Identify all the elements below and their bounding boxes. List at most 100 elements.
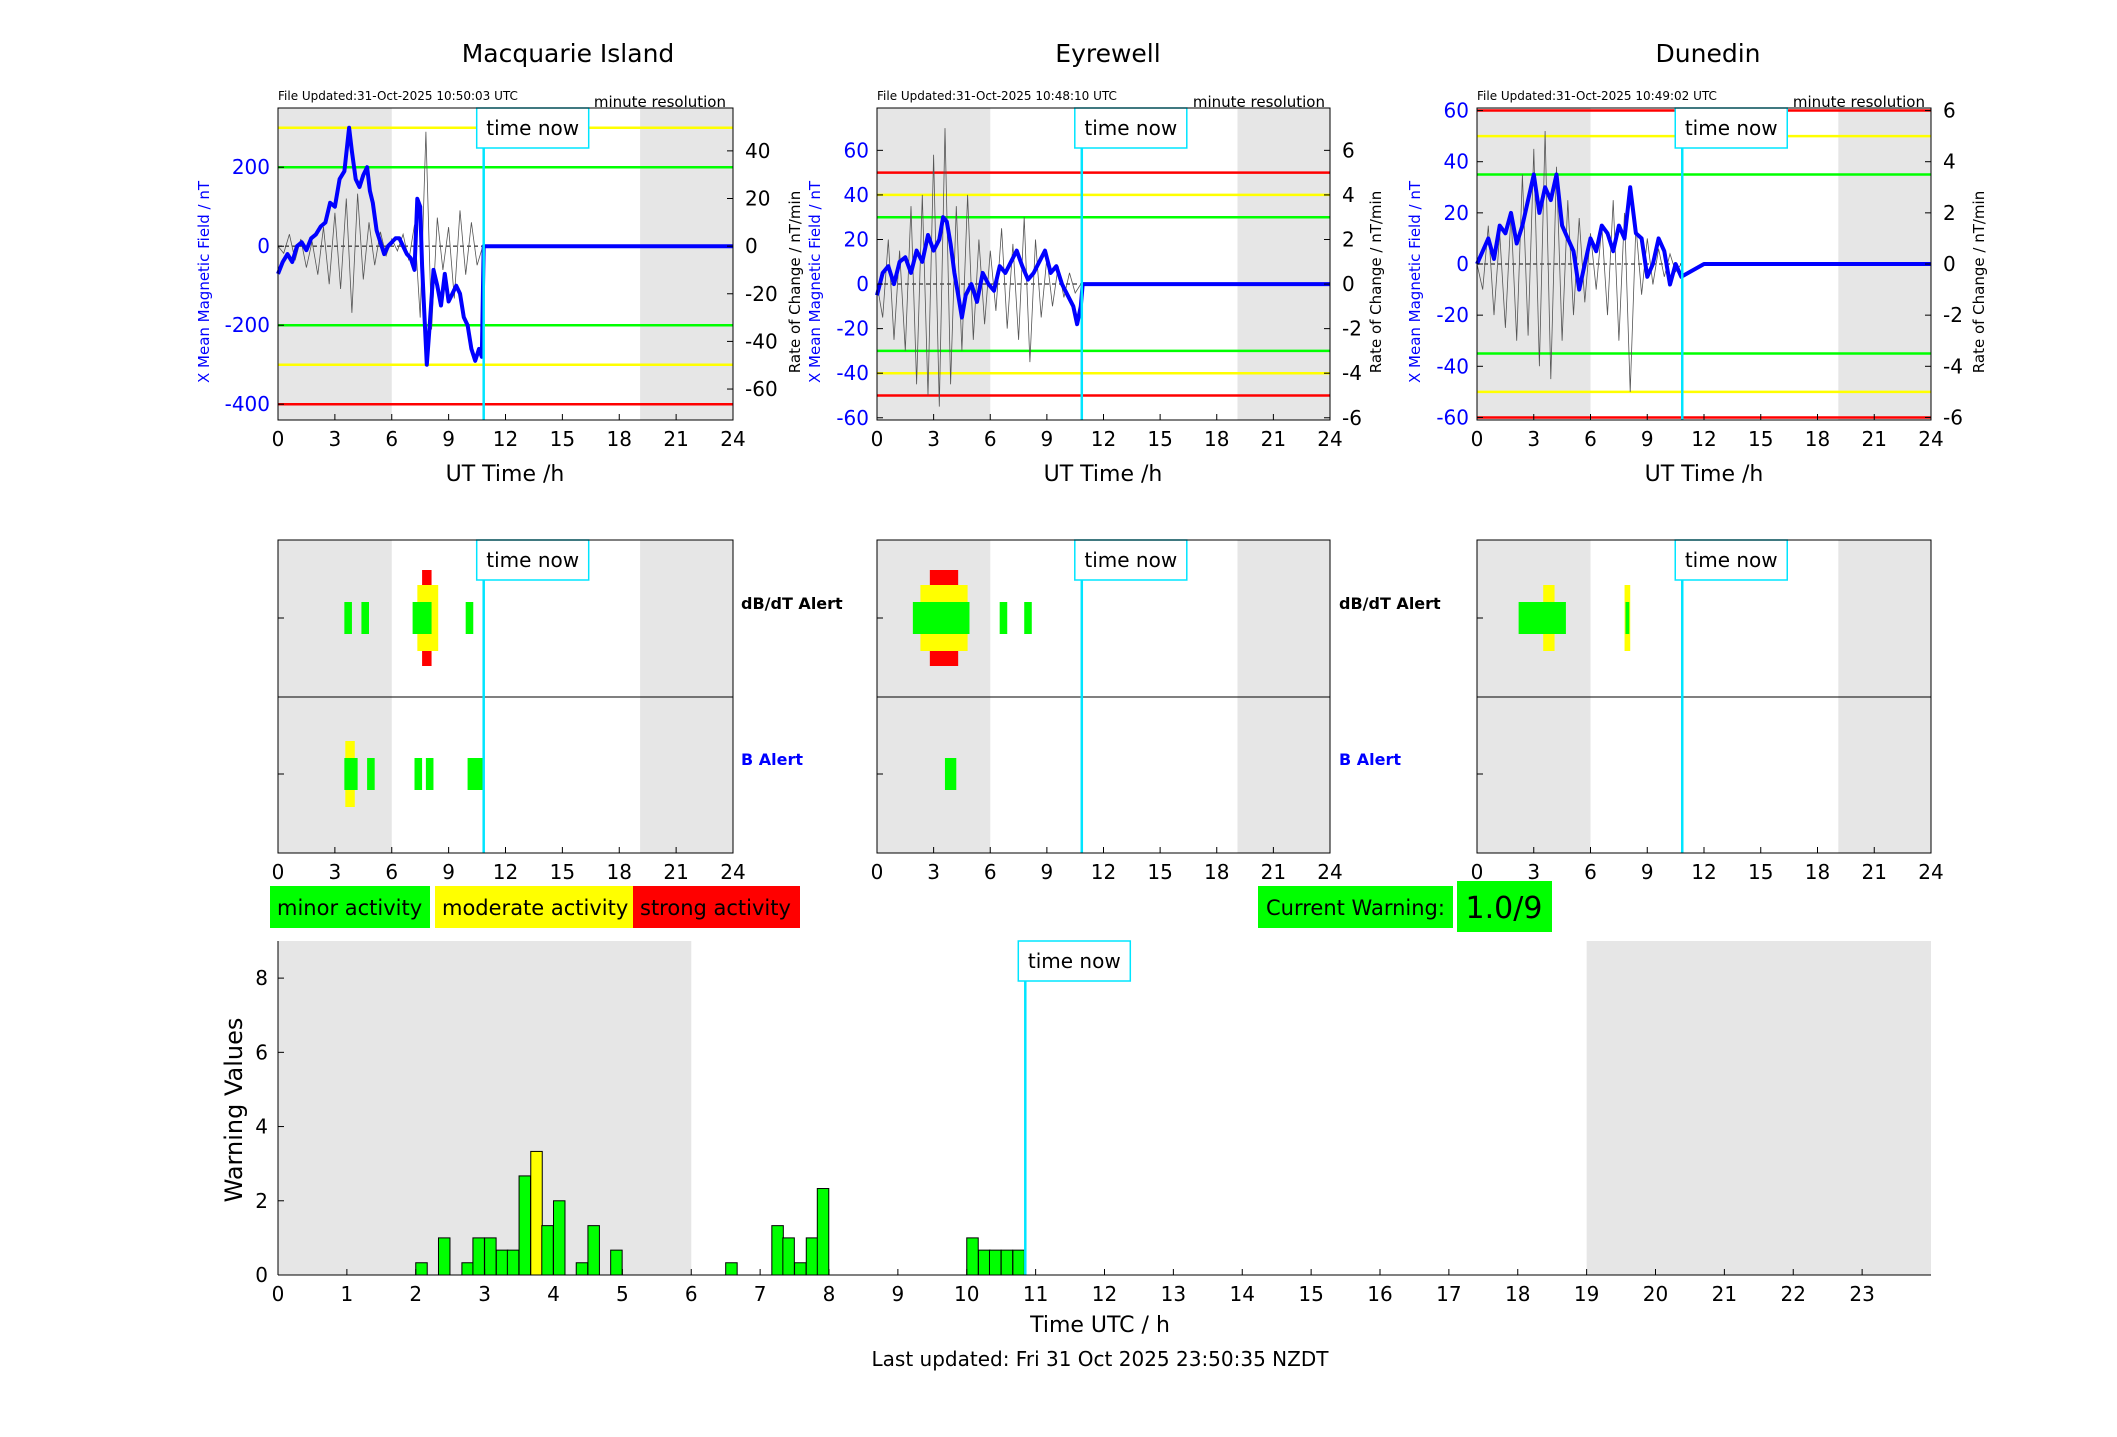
time-now-box <box>1074 539 1188 581</box>
y-axis-label-right: Rate of Change / nT/min <box>1970 191 1988 373</box>
time-now-label: time now <box>1084 548 1177 572</box>
y-tick-label-right: 6 <box>1943 99 1956 123</box>
warning-bar <box>587 1225 600 1276</box>
legend-moderate-swatch <box>435 886 633 928</box>
x-tick-label: 18 <box>607 860 632 884</box>
warning-bar <box>805 1237 819 1276</box>
y-tick-label-left: 40 <box>844 183 869 207</box>
x-tick-label: 21 <box>1862 427 1887 451</box>
x-tick-label: 0 <box>272 860 285 884</box>
time-now-box <box>475 107 590 149</box>
alert-bar-minor <box>425 758 434 790</box>
y-tick-label-left: -40 <box>836 361 869 385</box>
alert-bar-minor <box>367 758 375 790</box>
x-tick-label: 9 <box>1041 427 1054 451</box>
y-tick-label-right: -4 <box>1943 354 1963 378</box>
y-tick-label: 6 <box>255 1040 268 1064</box>
x-tick-label: 12 <box>1691 427 1716 451</box>
y-tick-label-left: -60 <box>1436 405 1469 429</box>
warning-bar <box>518 1175 532 1276</box>
x-tick-label: 9 <box>1641 860 1654 884</box>
y-tick-label-right: -4 <box>1342 361 1362 385</box>
y-tick-label: 4 <box>255 1115 268 1139</box>
y-axis-label-left: X Mean Magnetic Field / nT <box>806 180 824 383</box>
warning-bar <box>771 1225 784 1276</box>
legend-minor-swatch <box>270 886 430 928</box>
resolution-text: minute resolution <box>1193 93 1325 111</box>
x-tick-label: 22 <box>1781 1282 1806 1306</box>
x-tick-label: 3 <box>329 860 342 884</box>
y-axis-label-right: Rate of Change / nT/min <box>1367 191 1385 373</box>
y-tick-label-right: -2 <box>1342 317 1362 341</box>
warning-bar <box>977 1249 991 1276</box>
x-tick-label: 6 <box>984 427 997 451</box>
x-tick-label: 4 <box>547 1282 560 1306</box>
station-title: Macquarie Island <box>462 39 675 68</box>
warning-bar <box>461 1262 474 1276</box>
x-field-trace <box>1475 172 1931 292</box>
warning-bar <box>415 1262 428 1276</box>
y-axis-label-left: X Mean Magnetic Field / nT <box>195 180 213 383</box>
y-tick-label-right: -20 <box>745 282 778 306</box>
night-shading <box>1586 941 1931 1275</box>
y-tick-label-right: 6 <box>1342 138 1355 162</box>
time-now-label: time now <box>486 116 579 140</box>
resolution-text: minute resolution <box>594 93 726 111</box>
y-tick-label: 8 <box>255 966 268 990</box>
x-field-trace <box>875 215 1330 327</box>
x-tick-label: 7 <box>754 1282 767 1306</box>
warning-bar <box>541 1225 554 1276</box>
warning-bar <box>472 1237 485 1276</box>
y-tick-label-left: 0 <box>856 272 869 296</box>
station-title: Eyrewell <box>1055 39 1160 68</box>
y-tick-label-left: 20 <box>1444 201 1469 225</box>
x-tick-label: 6 <box>1584 427 1597 451</box>
x-tick-label: 15 <box>1147 860 1172 884</box>
y-tick-label-right: -60 <box>745 377 778 401</box>
x-tick-label: 18 <box>1204 427 1229 451</box>
x-tick-label: 12 <box>1091 427 1116 451</box>
x-tick-label: 1 <box>341 1282 354 1306</box>
last-updated-text: Last updated: Fri 31 Oct 2025 23:50:35 N… <box>872 1347 1330 1371</box>
x-tick-label: 16 <box>1367 1282 1392 1306</box>
dbdt-alert-label: dB/dT Alert <box>741 594 843 613</box>
y-tick-label-left: 60 <box>1444 99 1469 123</box>
x-tick-label: 3 <box>927 427 940 451</box>
x-tick-label: 15 <box>550 427 575 451</box>
x-tick-label: 12 <box>493 427 518 451</box>
y-tick-label-left: -60 <box>836 406 869 430</box>
alert-bar-minor <box>1024 602 1032 634</box>
warning-bar <box>816 1188 830 1276</box>
y-tick-label-right: -6 <box>1943 405 1963 429</box>
file-updated-text: File Updated:31-Oct-2025 10:50:03 UTC <box>278 89 518 103</box>
time-now-box <box>1674 539 1788 581</box>
x-tick-label: 21 <box>1261 860 1286 884</box>
x-tick-label: 20 <box>1643 1282 1668 1306</box>
x-field-trace <box>276 125 733 367</box>
alert-bar-minor <box>1518 602 1566 634</box>
y-axis-label: Warning Values <box>220 1018 248 1203</box>
x-tick-label: 15 <box>1147 427 1172 451</box>
x-tick-label: 24 <box>1918 427 1943 451</box>
x-tick-label: 24 <box>720 860 745 884</box>
legend-strong-label: strong activity <box>640 896 791 920</box>
x-tick-label: 6 <box>385 860 398 884</box>
x-tick-label: 10 <box>954 1282 979 1306</box>
x-tick-label: 24 <box>1317 860 1342 884</box>
x-tick-label: 12 <box>493 860 518 884</box>
x-tick-label: 11 <box>1023 1282 1048 1306</box>
warning-bar <box>610 1249 623 1276</box>
warning-bar <box>988 1249 1002 1276</box>
night-shading <box>640 108 733 420</box>
y-tick-label-left: -200 <box>225 313 270 337</box>
b-alert-label: B Alert <box>741 750 803 769</box>
x-tick-label: 24 <box>1918 860 1943 884</box>
warning-bar <box>725 1262 738 1276</box>
y-tick-label-right: 40 <box>745 139 770 163</box>
x-tick-label: 21 <box>663 860 688 884</box>
y-tick-label-left: 60 <box>844 138 869 162</box>
